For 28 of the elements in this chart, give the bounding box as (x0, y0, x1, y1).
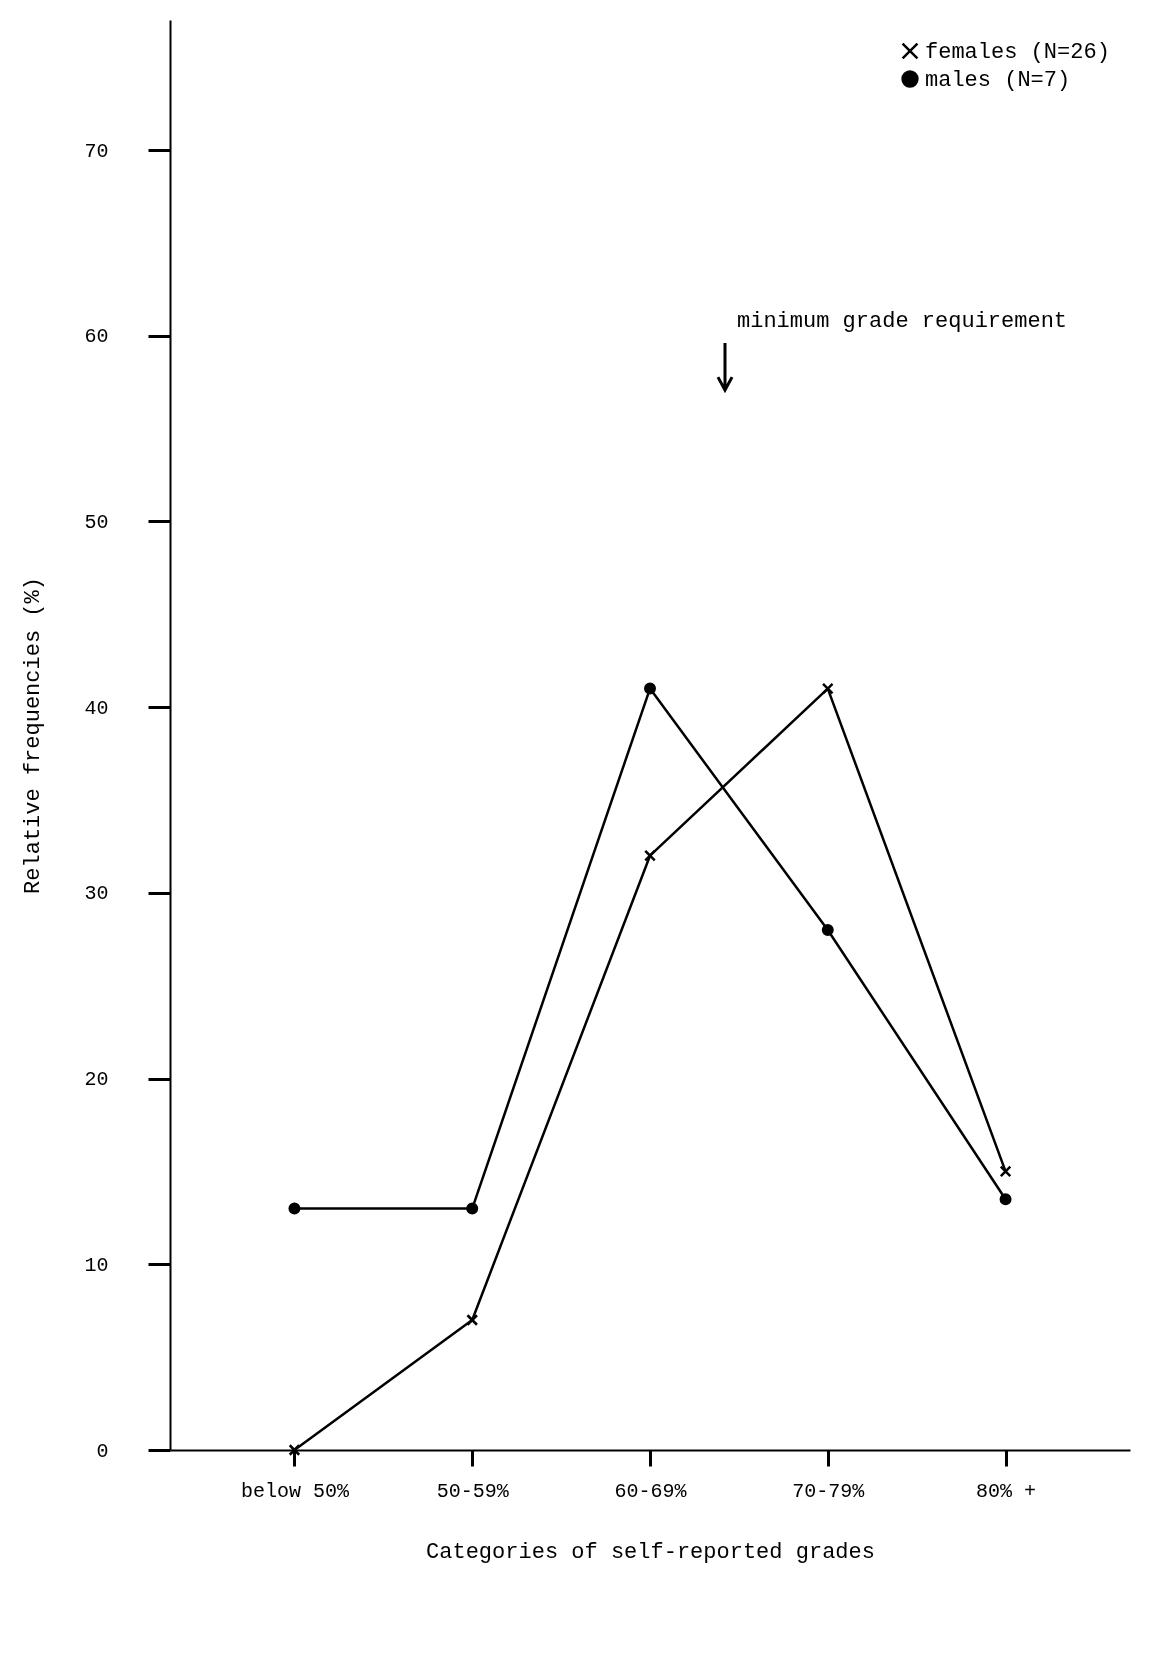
y-tick-label: 70 (84, 139, 109, 163)
y-tick-label: 40 (84, 696, 109, 720)
x-tick-label: 50-59% (436, 1479, 510, 1503)
y-tick-label: 20 (84, 1068, 109, 1092)
y-tick-label: 10 (84, 1253, 109, 1277)
y-tick-label: 60 (84, 325, 109, 349)
legend-label: males (N=7) (925, 68, 1071, 93)
y-axis-title: Relative frequencies (%) (21, 577, 47, 894)
point (288, 1444, 301, 1456)
point (644, 682, 656, 695)
point (999, 1193, 1012, 1206)
point (466, 1202, 479, 1215)
point (644, 849, 656, 862)
x-axis-title: Categories of self-reported grades (426, 1539, 875, 1565)
x-tick-label: 60-69% (614, 1479, 688, 1503)
y-tick-label: 30 (84, 882, 109, 906)
point (288, 1202, 301, 1215)
legend-label: females (N=26) (925, 40, 1110, 65)
x-tick-label: below 50% (240, 1479, 350, 1503)
y-tick-label: 0 (96, 1439, 109, 1463)
point (821, 924, 834, 936)
x-tick-label: 80% + (976, 1479, 1037, 1503)
point (821, 682, 834, 695)
annotation: minimum grade requirement (737, 309, 1068, 334)
x-tick-label: 70-79% (792, 1479, 866, 1503)
point (999, 1165, 1012, 1178)
y-tick-label: 50 (84, 510, 109, 534)
point (466, 1314, 479, 1326)
